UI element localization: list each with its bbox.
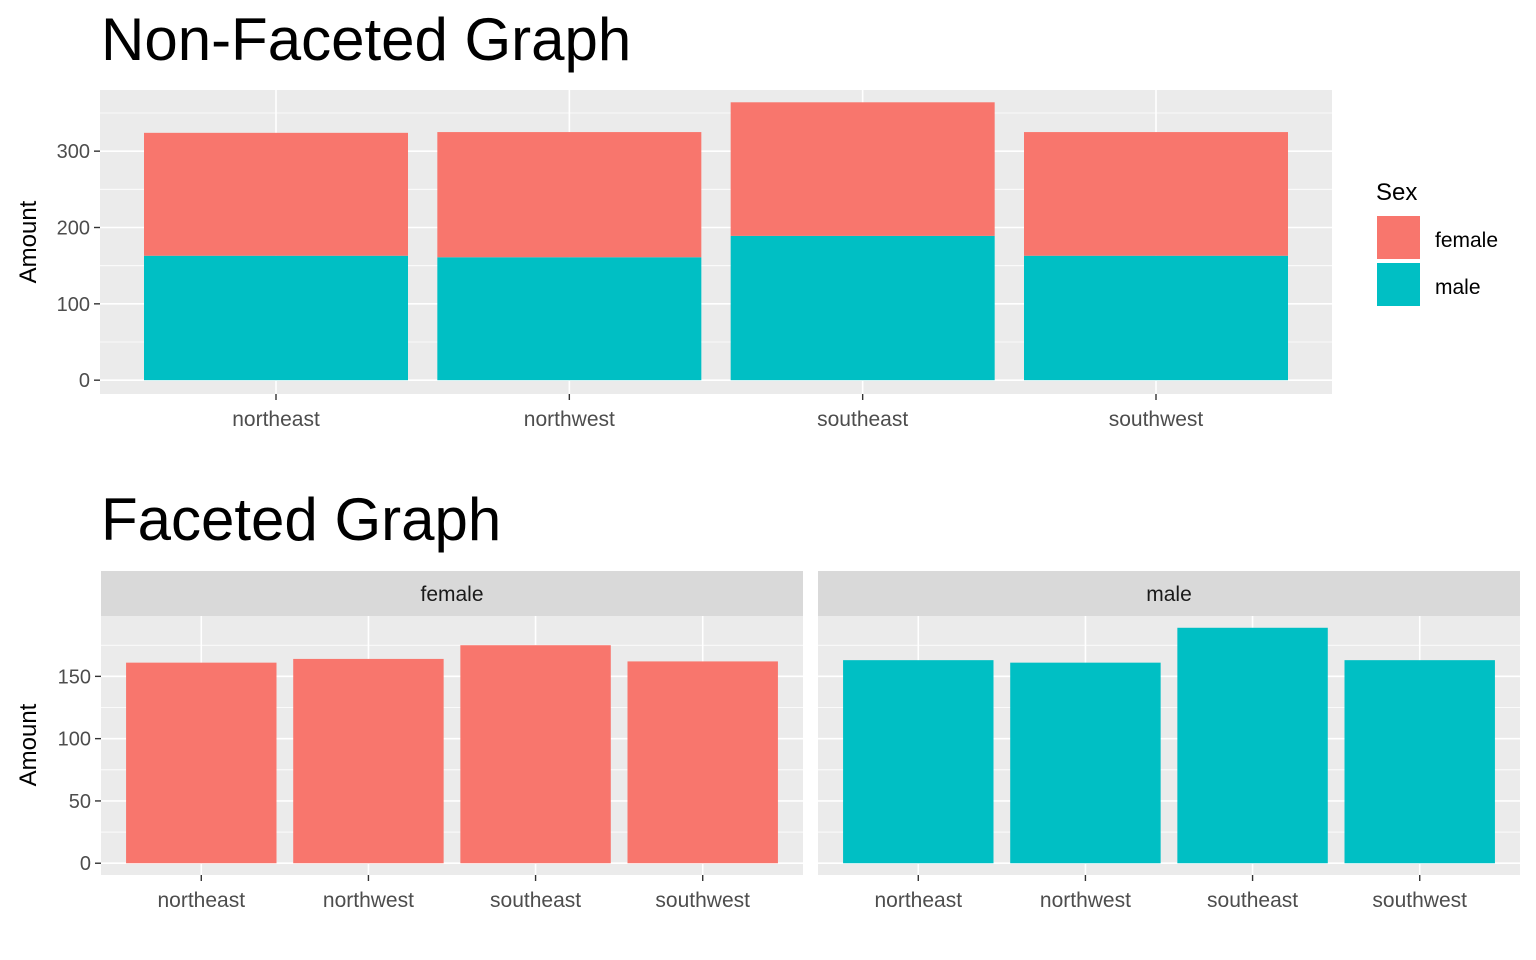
facet-male-bar-northwest xyxy=(1010,662,1161,864)
facet-male-x-tick-label-northwest: northwest xyxy=(1040,889,1131,912)
top-x-tick-label-southeast: southeast xyxy=(817,408,908,431)
facet-strip-label-female: female xyxy=(420,583,483,606)
facet-female-x-tick-label-northwest: northwest xyxy=(323,889,414,912)
facet-female-bar-southeast xyxy=(460,645,611,864)
legend-label-female: female xyxy=(1435,229,1498,252)
facet-female-bar-southwest xyxy=(627,661,778,864)
legend-key-male xyxy=(1377,263,1420,306)
legend-title: Sex xyxy=(1376,179,1417,206)
top-bar-female-southwest xyxy=(1024,132,1288,256)
top-x-tick-label-northwest: northwest xyxy=(524,408,615,431)
facet-female-y-tick-label: 50 xyxy=(69,791,91,813)
top-bar-male-northwest xyxy=(437,257,702,381)
facet-female-y-tick-label: 150 xyxy=(58,666,91,688)
top-bar-male-southeast xyxy=(730,235,995,381)
chart-title-non-faceted: Non-Faceted Graph xyxy=(101,6,632,73)
top-y-tick-label: 0 xyxy=(79,370,90,392)
facet-female-bar-northwest xyxy=(293,658,444,864)
chart-title-faceted: Faceted Graph xyxy=(101,486,502,553)
top-bar-male-northeast xyxy=(144,255,408,381)
facet-female-y-tick-label: 0 xyxy=(80,853,91,875)
top-y-tick-label: 200 xyxy=(57,217,90,239)
top-x-tick-label-southwest: southwest xyxy=(1109,408,1204,431)
top-bar-male-southwest xyxy=(1024,255,1288,381)
facet-female-y-tick-label: 100 xyxy=(58,729,91,751)
top-bar-female-northeast xyxy=(144,132,408,256)
top-y-axis-label: Amount xyxy=(15,200,42,283)
facet-strip-male xyxy=(818,571,1520,616)
facet-female-x-tick-label-northeast: northeast xyxy=(158,889,246,912)
facet-male-bar-southwest xyxy=(1344,660,1495,864)
legend-key-female xyxy=(1377,216,1420,259)
top-x-tick-label-northeast: northeast xyxy=(232,408,320,431)
facet-strip-label-male: male xyxy=(1146,583,1192,606)
facet-male-bar-northeast xyxy=(843,660,994,864)
facet-male-x-tick-label-southwest: southwest xyxy=(1372,889,1467,912)
facet-male-bar-southeast xyxy=(1177,627,1328,864)
facet-female-bar-northeast xyxy=(126,662,277,864)
facet-male-x-tick-label-northeast: northeast xyxy=(875,889,963,912)
top-y-tick-label: 100 xyxy=(57,294,90,316)
top-bar-female-southeast xyxy=(730,102,995,236)
facet-strip-female xyxy=(101,571,803,616)
top-bar-female-northwest xyxy=(437,132,702,258)
legend-label-male: male xyxy=(1435,276,1481,299)
facet-female-x-tick-label-southwest: southwest xyxy=(655,889,750,912)
bottom-y-axis-label: Amount xyxy=(15,703,42,786)
top-y-tick-label: 300 xyxy=(57,141,90,163)
facet-female-x-tick-label-southeast: southeast xyxy=(490,889,581,912)
facet-male-x-tick-label-southeast: southeast xyxy=(1207,889,1298,912)
